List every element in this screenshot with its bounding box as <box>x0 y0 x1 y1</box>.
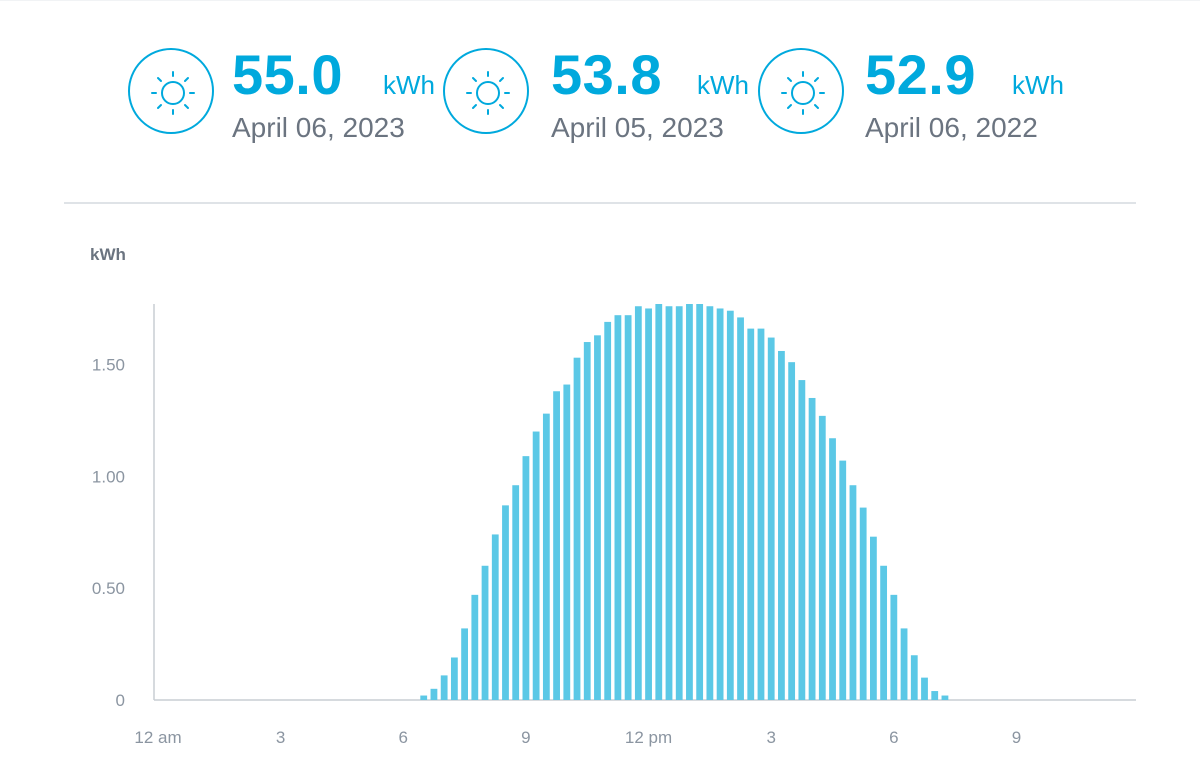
energy-unit: kWh <box>697 70 749 100</box>
x-tick-label: 9 <box>521 728 530 747</box>
bar <box>737 317 744 700</box>
y-axis: 0 0.50 1.00 1.50 <box>92 304 155 710</box>
bar <box>665 306 673 700</box>
bar <box>420 695 428 700</box>
x-tick-label: 9 <box>1012 728 1021 747</box>
bar <box>532 431 540 700</box>
bar <box>634 306 642 700</box>
bar <box>941 695 949 700</box>
x-tick-label: 6 <box>399 728 408 747</box>
bar <box>645 308 652 700</box>
bar <box>553 391 560 700</box>
bar <box>614 315 622 700</box>
bar <box>512 485 520 700</box>
bar <box>788 362 796 700</box>
sun-icon <box>443 48 529 134</box>
energy-value: 52.9 <box>865 43 976 106</box>
stat-date: April 05, 2023 <box>551 112 724 143</box>
bar <box>522 456 530 700</box>
y-tick-label: 0 <box>116 691 125 710</box>
y-axis-label: kWh <box>90 245 126 264</box>
bar <box>696 304 704 700</box>
bar <box>931 691 939 700</box>
bar <box>716 308 724 700</box>
bar <box>481 565 489 700</box>
bar <box>818 415 826 700</box>
bar <box>471 594 479 700</box>
bar <box>686 304 693 700</box>
bar <box>757 328 765 700</box>
bar <box>726 310 734 700</box>
bar <box>491 534 499 700</box>
bar <box>910 655 918 700</box>
bar <box>839 460 847 700</box>
bar-series <box>420 304 949 700</box>
x-tick-label: 3 <box>766 728 775 747</box>
bar <box>604 321 612 700</box>
bar <box>655 304 663 700</box>
bar <box>921 677 928 700</box>
bar <box>870 536 877 700</box>
energy-unit: kWh <box>1012 70 1064 100</box>
summary-stats: 55.0 kWh April 06, 2023 53.8 kWh A <box>0 0 1200 160</box>
y-tick-label: 0.50 <box>92 579 125 598</box>
top-border <box>0 0 1200 1</box>
section-divider <box>64 202 1136 204</box>
bar <box>440 675 448 700</box>
bar <box>573 357 581 700</box>
x-tick-label: 6 <box>889 728 898 747</box>
y-tick-label: 1.50 <box>92 355 125 374</box>
stat-date: April 06, 2022 <box>865 112 1038 143</box>
bar <box>880 565 888 700</box>
bar <box>583 342 591 700</box>
bar <box>594 335 601 700</box>
bar <box>430 688 438 700</box>
bar <box>675 306 683 700</box>
bar <box>624 315 632 700</box>
stat-date: April 06, 2023 <box>232 112 405 143</box>
bar <box>747 328 755 700</box>
bar <box>542 413 550 700</box>
bar <box>808 397 816 700</box>
energy-value: 53.8 <box>551 43 662 106</box>
bar <box>450 657 458 700</box>
bar <box>767 337 775 700</box>
bar <box>563 384 571 700</box>
energy-unit: kWh <box>383 70 435 100</box>
bar <box>859 507 867 700</box>
sun-icon <box>128 48 214 134</box>
bar <box>849 485 857 700</box>
bar <box>890 594 898 700</box>
bar <box>798 380 806 700</box>
x-tick-label: 12 pm <box>625 728 672 747</box>
bar <box>900 628 908 700</box>
x-axis: 12 am 3 6 9 12 pm 3 6 9 <box>134 699 1136 747</box>
bar <box>829 438 836 700</box>
bar <box>461 628 468 700</box>
x-tick-label: 12 am <box>134 728 181 747</box>
sun-icon <box>758 48 844 134</box>
y-tick-label: 1.00 <box>92 467 125 486</box>
bar <box>502 505 509 700</box>
energy-value: 55.0 <box>232 43 343 106</box>
bar <box>778 350 785 700</box>
x-tick-label: 3 <box>276 728 285 747</box>
bar <box>706 306 714 700</box>
